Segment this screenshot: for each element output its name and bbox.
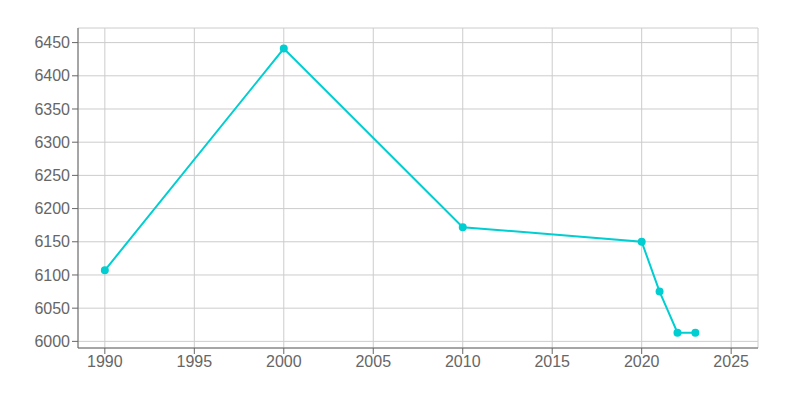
- svg-text:6050: 6050: [34, 300, 70, 317]
- svg-text:6250: 6250: [34, 167, 70, 184]
- svg-text:2005: 2005: [355, 353, 391, 370]
- svg-text:2015: 2015: [534, 353, 570, 370]
- svg-text:1995: 1995: [177, 353, 213, 370]
- svg-text:6150: 6150: [34, 233, 70, 250]
- svg-text:6450: 6450: [34, 34, 70, 51]
- svg-text:2025: 2025: [713, 353, 749, 370]
- svg-text:1990: 1990: [87, 353, 123, 370]
- svg-text:6300: 6300: [34, 134, 70, 151]
- svg-text:2020: 2020: [624, 353, 660, 370]
- svg-text:6000: 6000: [34, 333, 70, 350]
- svg-text:6200: 6200: [34, 200, 70, 217]
- svg-text:6400: 6400: [34, 67, 70, 84]
- svg-text:2010: 2010: [445, 353, 481, 370]
- svg-text:6350: 6350: [34, 101, 70, 118]
- svg-text:6100: 6100: [34, 267, 70, 284]
- svg-text:2000: 2000: [266, 353, 302, 370]
